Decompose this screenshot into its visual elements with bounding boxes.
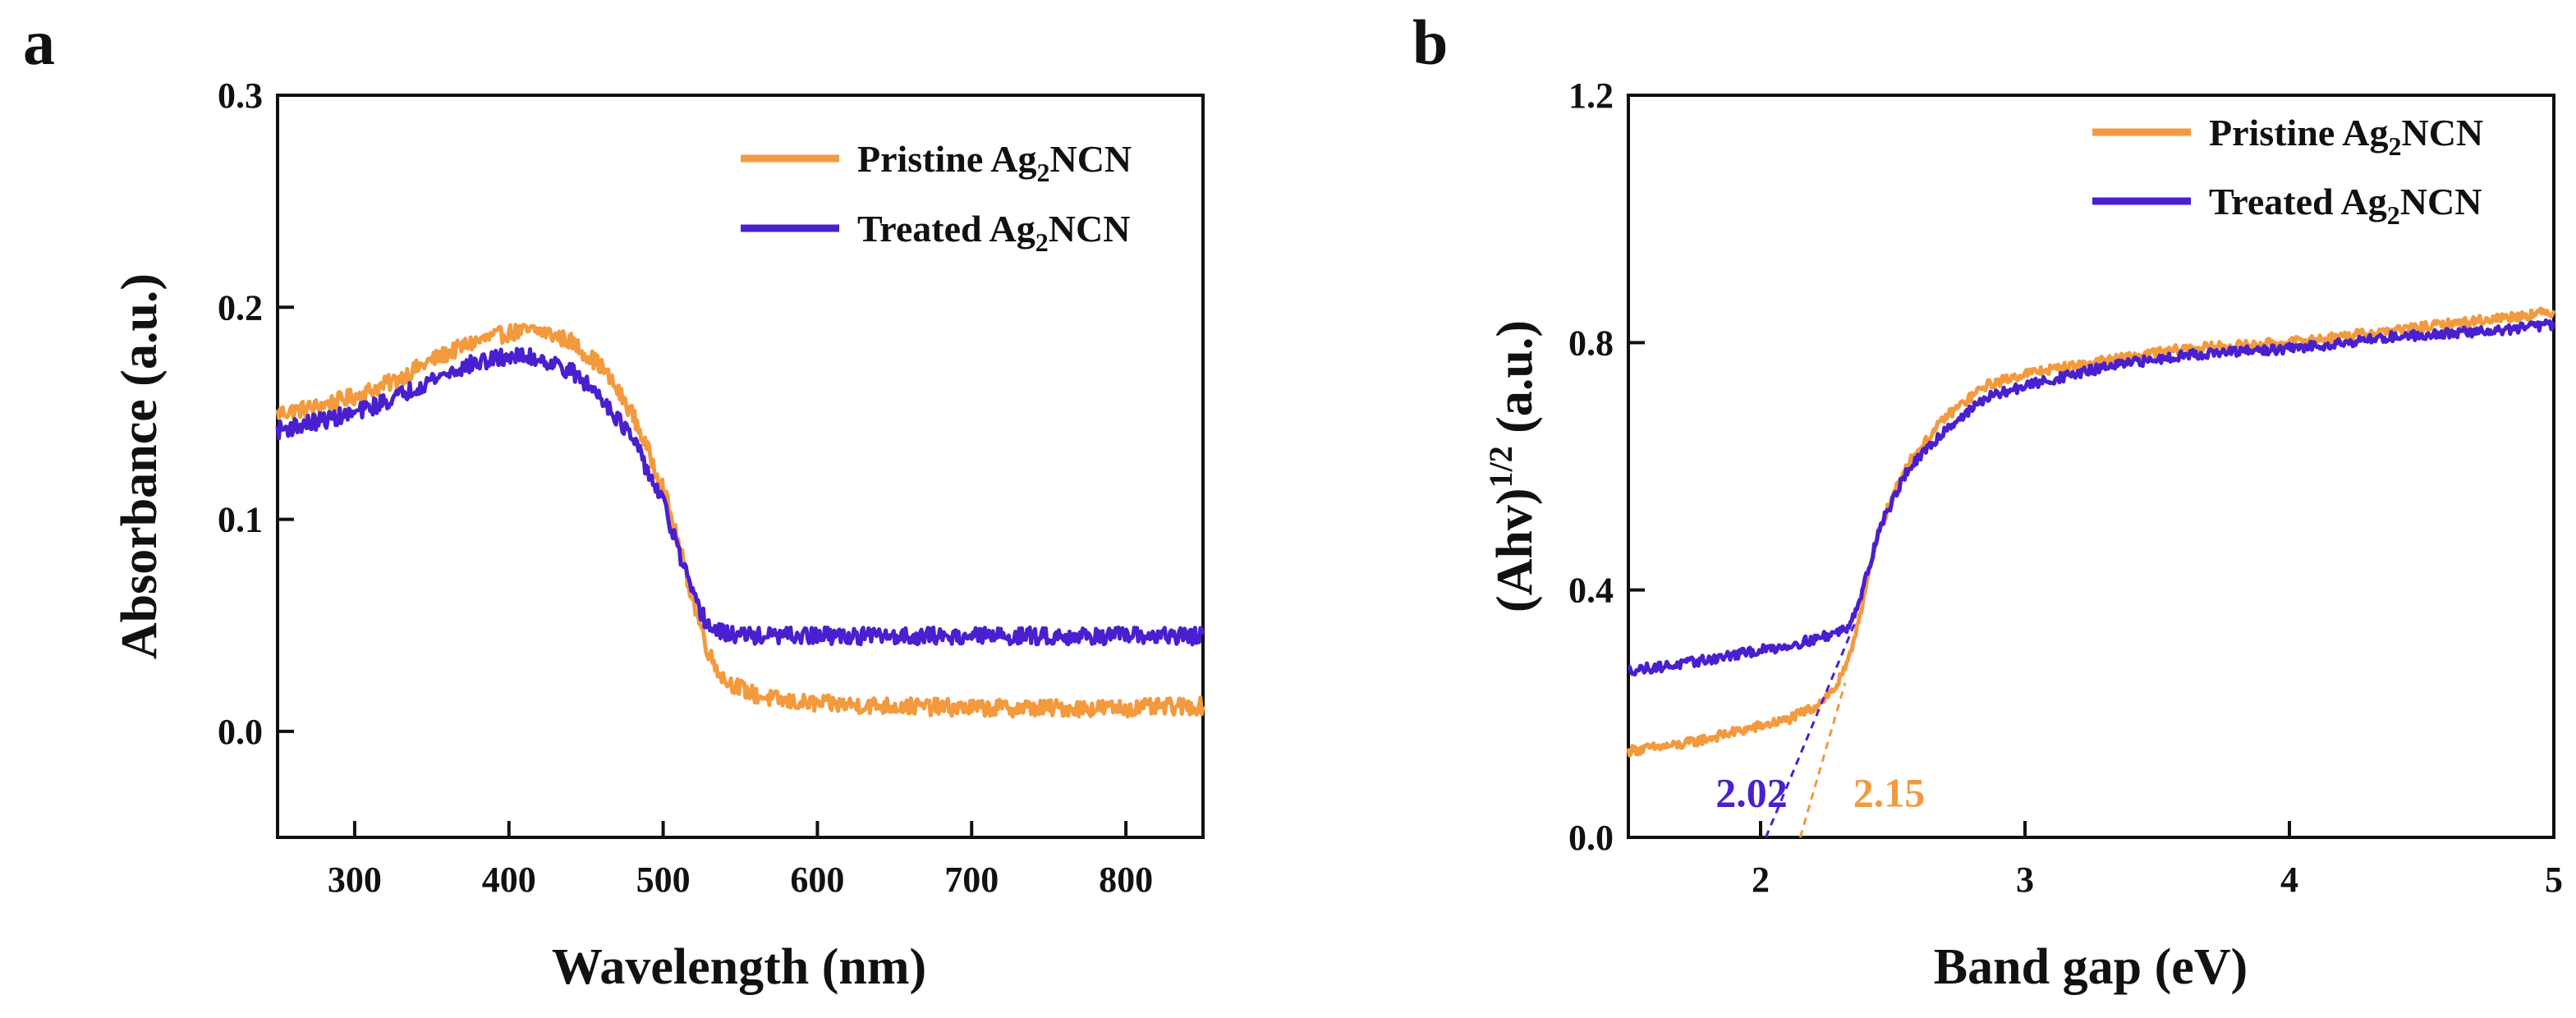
x-tick-label: 600 <box>790 860 844 900</box>
x-tick-label: 400 <box>482 860 536 900</box>
panel-a-x-axis-title: Wavelength (nm) <box>552 939 926 995</box>
x-tick-label: 4 <box>2280 860 2298 900</box>
panel-a-y-axis-title: Absorbance (a.u.) <box>112 273 168 659</box>
y-tick-label: 0.1 <box>218 500 263 540</box>
panel-a-x-ticks: 300 400 500 600 700 800 <box>328 821 1153 900</box>
series-line-treated <box>275 346 1205 647</box>
y-tick-label: 0.0 <box>218 712 263 752</box>
panel-a-legend: Pristine Ag2NCN Treated Ag2NCN <box>741 138 1132 257</box>
series-line-treated <box>1627 318 2556 677</box>
series-line-pristine <box>275 323 1205 719</box>
panel-a-y-ticks: 0.0 0.1 0.2 0.3 <box>218 76 294 752</box>
x-tick-label: 500 <box>636 860 691 900</box>
y-tick-label: 0.4 <box>1568 571 1614 611</box>
y-tick-label: 0.2 <box>218 287 263 328</box>
panel-b-tangent-lines <box>1765 620 1857 838</box>
panel-a: a 0.0 0.1 0.2 0.3 300 400 500 600 700 800 Wavele… <box>23 7 1205 995</box>
y-tick-label: 0.3 <box>218 76 263 116</box>
tangent-line <box>1798 682 1847 838</box>
panel-b-legend: Pristine Ag2NCN Treated Ag2NCN <box>2092 112 2483 230</box>
y-tick-label: 0.8 <box>1568 323 1614 363</box>
panel-b: b 0.0 0.4 0.8 1.2 2 3 4 5 2.02 2.15 Band gap (e… <box>1412 7 2563 995</box>
series-line-pristine <box>1626 306 2556 758</box>
legend-label-treated: Treated Ag2NCN <box>2209 181 2482 230</box>
panel-b-annotations: 2.02 2.15 <box>1715 769 1925 815</box>
y-tick-label: 1.2 <box>1568 76 1614 116</box>
panel-a-letter: a <box>23 7 55 78</box>
legend-label-pristine: Pristine Ag2NCN <box>857 138 1132 187</box>
panel-b-y-ticks: 0.0 0.4 0.8 1.2 <box>1568 76 1645 858</box>
panel-b-series <box>1626 306 2556 758</box>
panel-a-series <box>275 323 1205 719</box>
y-tick-label: 0.0 <box>1568 818 1614 858</box>
panel-b-plot-frame <box>1627 94 2555 839</box>
panel-b-x-ticks: 2 3 4 5 <box>1752 821 2563 900</box>
x-tick-label: 700 <box>944 860 999 900</box>
x-tick-label: 2 <box>1752 860 1770 900</box>
x-tick-label: 800 <box>1099 860 1153 900</box>
x-tick-label: 5 <box>2545 860 2563 900</box>
panel-b-y-axis-title: (Ahv)1/2 (a.u.) <box>1482 320 1543 612</box>
x-tick-label: 300 <box>328 860 382 900</box>
legend-label-pristine: Pristine Ag2NCN <box>2209 112 2483 161</box>
panel-a-plot-frame <box>276 94 1205 839</box>
panel-b-x-axis-title: Band gap (eV) <box>1934 939 2248 995</box>
x-tick-label: 3 <box>2016 860 2034 900</box>
legend-label-treated: Treated Ag2NCN <box>857 208 1130 257</box>
panel-b-letter: b <box>1412 7 1448 78</box>
bandgap-annotation: 2.02 <box>1715 769 1788 815</box>
bandgap-annotation: 2.15 <box>1853 769 1926 815</box>
